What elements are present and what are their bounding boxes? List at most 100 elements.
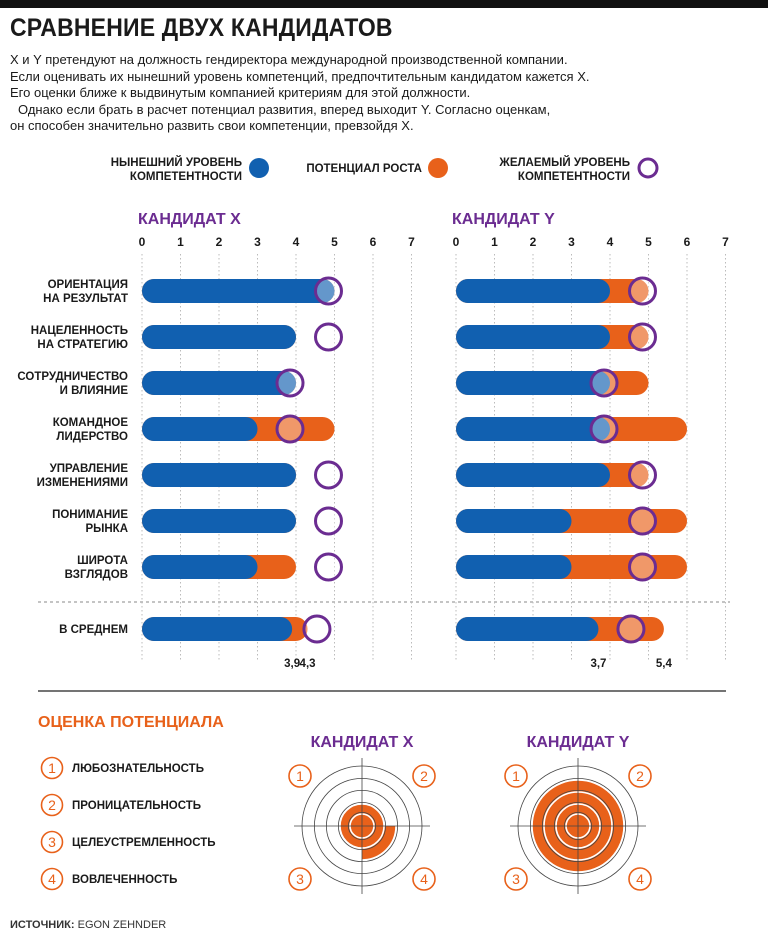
target-badge	[412, 764, 436, 788]
potential-target: 1 2 3 4	[504, 758, 652, 894]
current-bar	[456, 279, 610, 303]
desired-marker	[314, 322, 343, 352]
target-badge-number: 1	[296, 768, 304, 784]
intro-line: он способен значительно развить свои ком…	[10, 118, 414, 133]
average-label: В СРЕДНЕМ	[59, 624, 128, 636]
desired-marker	[628, 276, 657, 306]
category-label: ИЗМЕНЕНИЯМИ	[37, 477, 128, 489]
potential-item-number: 4	[48, 871, 56, 887]
category-label: НА СТРАТЕГИЮ	[37, 339, 128, 351]
potential-item-number: 3	[48, 834, 56, 850]
x-tick-label: 5	[331, 235, 338, 249]
x-tick-label: 1	[491, 235, 498, 249]
current-bar	[456, 463, 610, 487]
desired-marker	[589, 368, 619, 398]
desired-marker	[314, 460, 343, 490]
candidate-title: КАНДИДАТ Y	[452, 211, 555, 228]
average-current-value: 3,9	[284, 658, 300, 670]
target-badge	[288, 764, 312, 788]
legend-label: КОМПЕТЕНТНОСТИ	[518, 171, 630, 183]
desired-marker	[628, 322, 657, 352]
x-tick-label: 0	[139, 235, 146, 249]
category-label: СОТРУДНИЧЕСТВО	[17, 371, 128, 383]
category-label: И ВЛИЯНИЕ	[60, 385, 129, 397]
target-quadrant-fill	[532, 826, 578, 872]
category-label: ШИРОТА	[77, 555, 128, 567]
category-label: НАЦЕЛЕННОСТЬ	[31, 325, 128, 337]
current-bar	[142, 325, 296, 349]
category-label: КОМАНДНОЕ	[53, 417, 129, 429]
potential-item-badge	[40, 793, 64, 817]
current-bar	[142, 617, 293, 641]
target-badge-number: 1	[512, 768, 520, 784]
legend-label: НЫНЕШНИЙ УРОВЕНЬ	[111, 156, 242, 169]
x-tick-label: 3	[254, 235, 261, 249]
target-badge-number: 4	[636, 871, 644, 887]
legend-current-marker	[249, 158, 269, 178]
potential-title: ОЦЕНКА ПОТЕНЦИАЛА	[38, 714, 224, 731]
intro-line: Однако если брать в расчет потенциал раз…	[18, 101, 551, 117]
desired-marker	[616, 614, 646, 644]
average-potential-value: 5,4	[656, 658, 673, 670]
current-bar	[456, 417, 610, 441]
x-tick-label: 6	[370, 235, 377, 249]
x-tick-label: 3	[568, 235, 575, 249]
category-label: ПОНИМАНИЕ	[52, 509, 128, 521]
category-label: ОРИЕНТАЦИЯ	[48, 279, 128, 291]
potential-item-badge	[40, 867, 64, 891]
potential-item-badge	[40, 830, 64, 854]
x-tick-label: 7	[408, 235, 415, 249]
desired-marker	[314, 276, 343, 306]
target-quadrant-fill	[340, 804, 362, 826]
current-bar	[456, 325, 610, 349]
potential-item-number: 1	[48, 760, 56, 776]
current-bar	[142, 463, 296, 487]
legend-desired-marker	[637, 157, 659, 179]
target-badge-number: 2	[420, 768, 428, 784]
target-badge	[628, 764, 652, 788]
x-tick-label: 4	[293, 235, 300, 249]
x-tick-label: 2	[530, 235, 537, 249]
desired-marker	[628, 552, 657, 582]
x-tick-label: 7	[722, 235, 729, 249]
current-bar	[456, 509, 572, 533]
target-badge	[628, 867, 652, 891]
x-tick-label: 4	[607, 235, 614, 249]
x-tick-label: 1	[177, 235, 184, 249]
potential-target: 1 2 3 4	[288, 758, 436, 894]
intro-text: X и Y претендуют на должность гендиректо…	[10, 52, 710, 135]
x-tick-label: 0	[453, 235, 460, 249]
category-label: ЛИДЕРСТВО	[56, 431, 128, 443]
target-badge	[412, 867, 436, 891]
desired-marker	[589, 414, 619, 444]
intro-line: Если оценивать их нынешний уровень компе…	[10, 68, 590, 84]
current-bar	[142, 509, 296, 533]
category-label: НА РЕЗУЛЬТАТ	[43, 293, 128, 305]
desired-marker	[302, 614, 332, 644]
top-bar	[0, 0, 768, 8]
current-bar	[142, 417, 258, 441]
category-label: ВЗГЛЯДОВ	[65, 569, 128, 581]
target-quadrant-fill	[578, 780, 624, 826]
legend-label: ПОТЕНЦИАЛ РОСТА	[306, 163, 422, 175]
potential-item-label: ЛЮБОЗНАТЕЛЬНОСТЬ	[72, 763, 204, 775]
current-bar	[142, 279, 335, 303]
x-tick-label: 2	[216, 235, 223, 249]
current-bar	[142, 555, 258, 579]
x-tick-label: 5	[645, 235, 652, 249]
intro-line: X и Y претендуют на должность гендиректо…	[10, 52, 568, 67]
target-badge	[504, 764, 528, 788]
current-bar	[456, 617, 599, 641]
target-quadrant-fill	[340, 826, 362, 848]
legend-label: КОМПЕТЕНТНОСТИ	[130, 171, 242, 183]
intro-line: Его оценки ближе к выдвинутым компанией …	[10, 85, 471, 100]
potential-item-label: ВОВЛЕЧЕННОСТЬ	[72, 874, 177, 886]
target-badge-number: 3	[512, 871, 520, 887]
target-quadrant-fill	[578, 826, 624, 872]
legend-label: ЖЕЛАЕМЫЙ УРОВЕНЬ	[498, 156, 630, 169]
desired-marker	[628, 460, 657, 490]
potential-item-badge	[40, 756, 64, 780]
desired-marker	[275, 368, 305, 398]
average-current-value: 3,7	[590, 658, 606, 670]
x-tick-label: 6	[684, 235, 691, 249]
